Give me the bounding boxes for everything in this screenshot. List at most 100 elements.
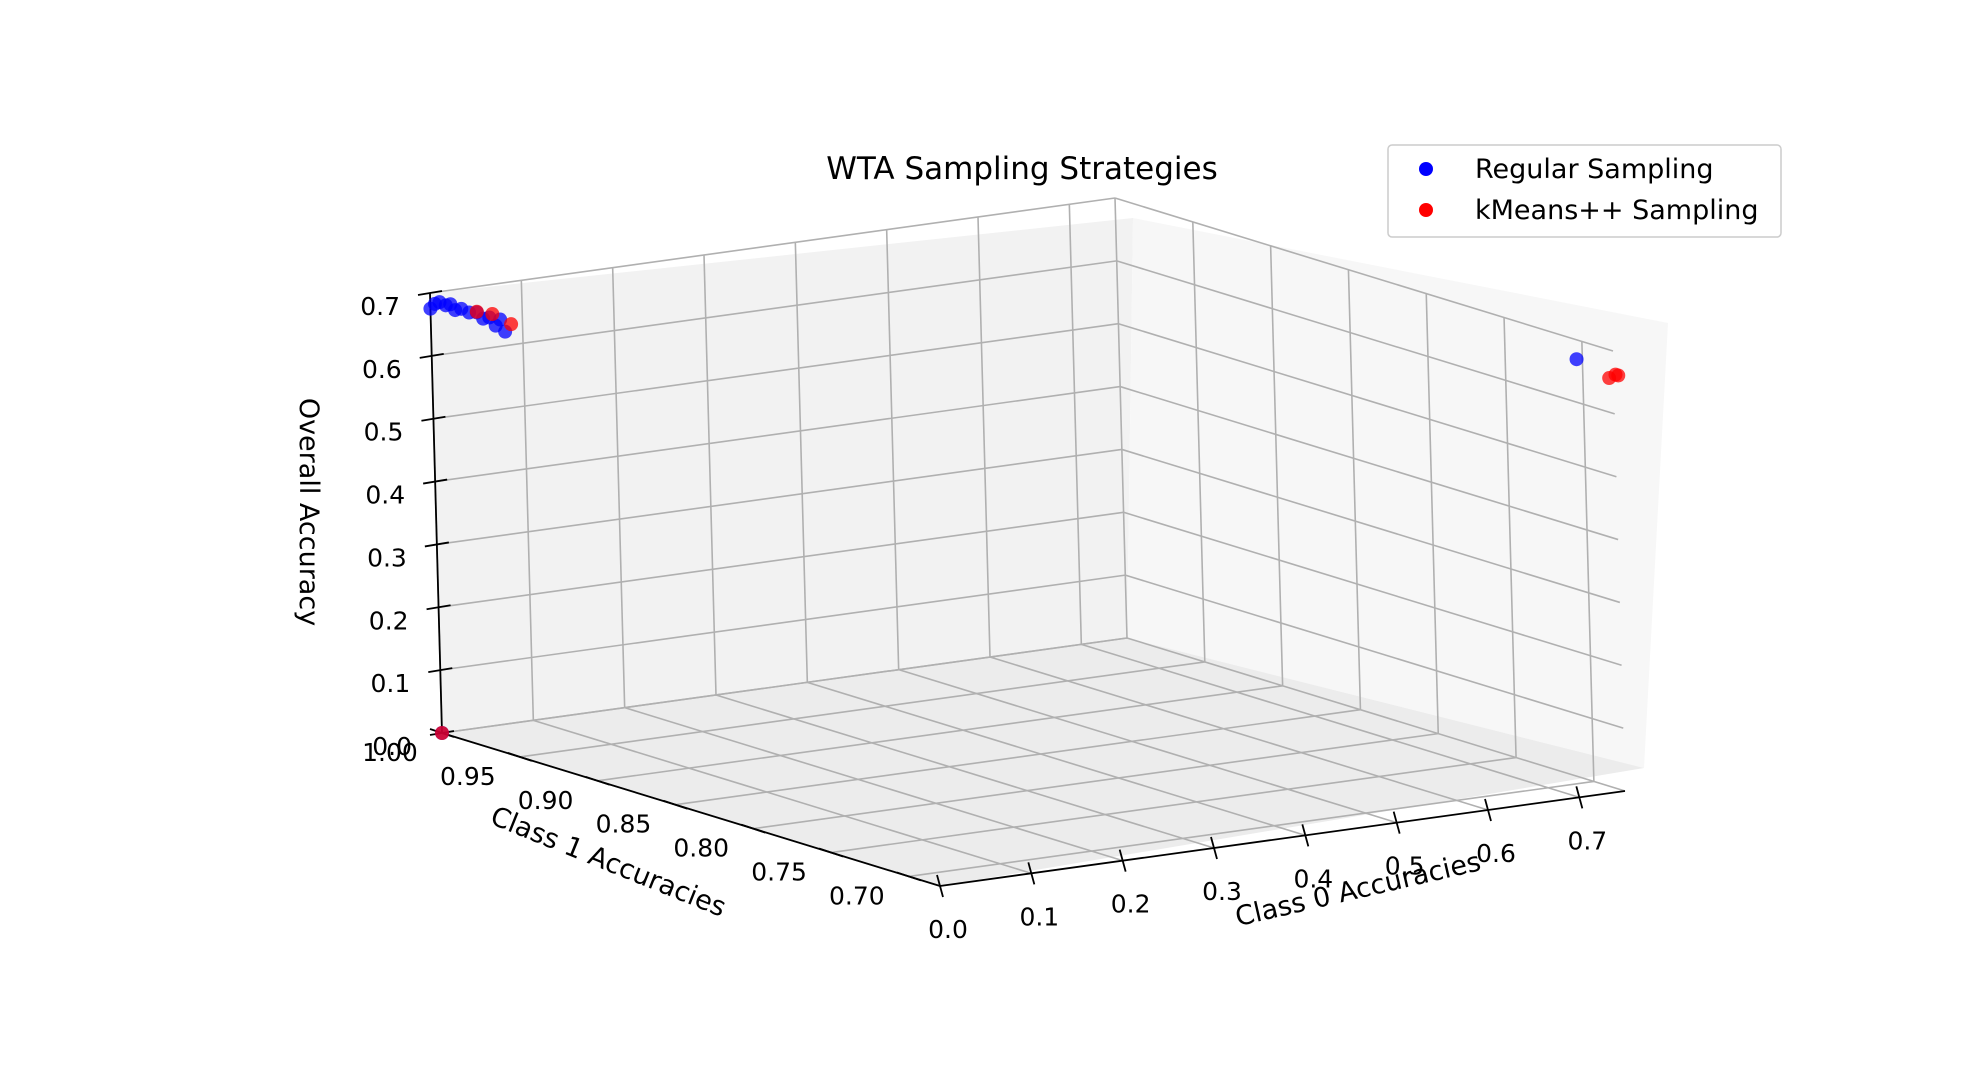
y-tick-mark bbox=[818, 847, 844, 858]
point-regular-sampling bbox=[1569, 352, 1584, 367]
legend-box bbox=[1387, 144, 1782, 238]
point-kmeans-sampling bbox=[485, 307, 500, 322]
z-tick-mark bbox=[421, 415, 446, 422]
z-tick-label: 0.0 bbox=[372, 732, 412, 761]
y-grid-floor bbox=[753, 732, 1439, 830]
x-grid-floor bbox=[898, 668, 1397, 824]
x-tick-mark bbox=[1118, 849, 1127, 872]
x-tick-mark bbox=[1301, 824, 1310, 847]
y-grid-wall bbox=[1581, 341, 1595, 782]
y-grid-wall bbox=[1269, 245, 1284, 686]
x-grid-wall bbox=[1068, 204, 1083, 645]
x-grid-wall bbox=[520, 280, 535, 721]
tick-labels: 0.0 0.1 0.2 0.3 0.4 0.5 0.6 0.7 1.00 0.95 0.90 0.85… bbox=[360, 292, 1607, 944]
z-tick-mark bbox=[424, 541, 450, 548]
x-grid-floor bbox=[807, 681, 1306, 837]
x-grid-wall bbox=[885, 229, 900, 670]
z-grid-left-wall bbox=[440, 574, 1126, 671]
z-tick-label: 0.5 bbox=[364, 418, 404, 447]
y-grid-wall bbox=[1114, 197, 1128, 639]
x-axis-line bbox=[939, 790, 1626, 887]
x-grid-wall bbox=[794, 242, 809, 683]
z-grid-left-wall bbox=[431, 260, 1117, 357]
z-tick-mark bbox=[417, 290, 443, 296]
x-tick-mark bbox=[1027, 862, 1036, 885]
x-tick-label: 0.4 bbox=[1293, 864, 1333, 893]
z-grid-right-wall bbox=[1126, 637, 1626, 792]
y-tick-label: 0.85 bbox=[596, 810, 652, 839]
x-tick-label: 0.3 bbox=[1202, 877, 1242, 906]
y-grid-wall bbox=[1347, 269, 1362, 710]
z-tick-label: 0.3 bbox=[367, 543, 407, 572]
x-grid-wall bbox=[703, 254, 717, 696]
y-grid-floor bbox=[597, 685, 1283, 782]
z-grid-left-wall bbox=[438, 511, 1124, 609]
y-grid-floor bbox=[519, 661, 1205, 758]
y-tick-mark bbox=[585, 775, 610, 786]
z-grid-right-wall bbox=[1123, 511, 1622, 667]
x-tick-label: 0.1 bbox=[1019, 902, 1059, 931]
y-grid-wall bbox=[1192, 221, 1206, 662]
x-tick-label: 0.0 bbox=[928, 915, 968, 944]
x-tick-label: 0.2 bbox=[1111, 890, 1151, 919]
point-kmeans-sampling bbox=[435, 726, 449, 740]
x-tick-label: 0.5 bbox=[1385, 852, 1425, 881]
data-points bbox=[423, 295, 1626, 740]
z-grid-left-wall bbox=[433, 322, 1119, 420]
x-tick-label: 0.6 bbox=[1476, 839, 1516, 868]
z-axis-line bbox=[429, 292, 443, 734]
y-tick-label: 0.90 bbox=[518, 786, 574, 815]
axes bbox=[417, 290, 1626, 898]
floor-pane bbox=[442, 638, 1644, 886]
x-grid-floor bbox=[715, 694, 1215, 849]
z-grid-left-wall bbox=[429, 197, 1116, 294]
z-grid-right-wall bbox=[1121, 448, 1621, 604]
x-grid-wall bbox=[977, 216, 991, 658]
z-tick-mark bbox=[422, 478, 448, 485]
z-tick-label: 0.2 bbox=[369, 606, 409, 635]
y-grid-wall bbox=[1503, 317, 1517, 758]
point-kmeans-sampling bbox=[504, 317, 519, 332]
z-grid-right-wall bbox=[1114, 197, 1614, 352]
z-grid-left-wall bbox=[441, 637, 1128, 734]
z-grid-left-wall bbox=[436, 448, 1122, 546]
y-tick-label: 1.00 bbox=[362, 738, 418, 767]
x-grid-floor bbox=[624, 706, 1123, 862]
z-tick-mark bbox=[419, 352, 444, 359]
y-tick-mark bbox=[896, 871, 922, 882]
chart-title: WTA Sampling Strategies bbox=[826, 151, 1218, 187]
legend-marker-regular bbox=[1419, 162, 1433, 176]
legend: Regular Sampling kMeans++ Sampling bbox=[1387, 144, 1782, 238]
x-grid-floor bbox=[1081, 643, 1580, 799]
z-axis-label: Overall Accuracy bbox=[293, 398, 324, 626]
y-grid-floor bbox=[830, 756, 1517, 854]
y-grid-wall bbox=[1425, 293, 1440, 734]
z-grid-right-wall bbox=[1118, 322, 1617, 478]
y-grid-floor bbox=[675, 708, 1361, 806]
x-grid-floor bbox=[989, 656, 1489, 811]
y-tick-label: 0.95 bbox=[440, 762, 496, 791]
z-tick-label: 0.7 bbox=[360, 292, 400, 321]
z-tick-label: 0.6 bbox=[362, 355, 402, 384]
z-tick-label: 0.1 bbox=[371, 669, 411, 698]
z-grid-right-wall bbox=[1125, 574, 1624, 729]
z-tick-mark bbox=[426, 604, 451, 611]
z-grid-right-wall bbox=[1116, 260, 1615, 415]
z-tick-mark bbox=[428, 667, 453, 674]
y-tick-mark bbox=[663, 799, 688, 810]
x-tick-mark bbox=[936, 874, 944, 898]
x-grid-wall bbox=[611, 267, 626, 708]
x-tick-label: 0.7 bbox=[1567, 826, 1607, 855]
y-grid-floor bbox=[908, 780, 1594, 878]
z-grid-left-wall bbox=[435, 385, 1121, 483]
y-tick-mark bbox=[507, 752, 533, 762]
x-axis-label: Class 0 Accuracies bbox=[1232, 846, 1483, 933]
y-tick-label: 0.75 bbox=[751, 858, 807, 887]
legend-marker-kmeans bbox=[1419, 203, 1433, 217]
point-kmeans-sampling bbox=[469, 304, 484, 319]
z-grid-right-wall bbox=[1119, 385, 1619, 541]
x-grid-floor bbox=[533, 719, 1032, 875]
y-tick-label: 0.70 bbox=[829, 881, 885, 910]
point-kmeans-sampling bbox=[1611, 368, 1626, 383]
